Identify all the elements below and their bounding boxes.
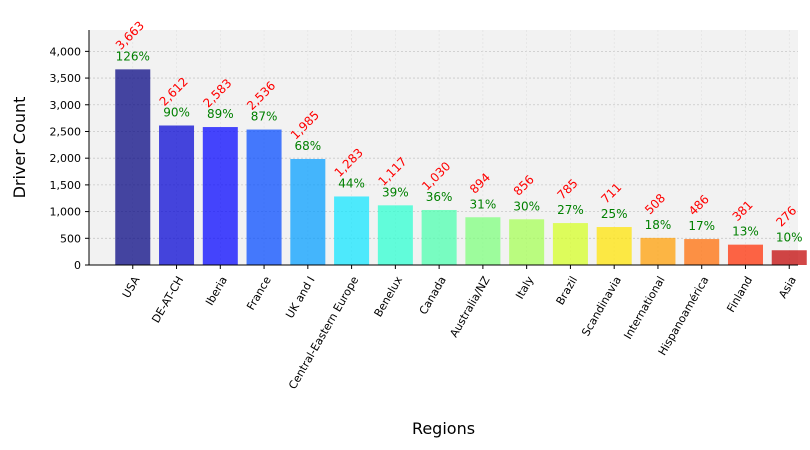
x-tick-label: Canada <box>417 274 449 317</box>
bars <box>115 69 807 266</box>
bar-9 <box>509 219 545 265</box>
percent-label-6: 39% <box>382 185 409 199</box>
y-tick-label: 0 <box>74 259 81 272</box>
axes <box>88 30 798 266</box>
x-tick-label: France <box>244 274 274 312</box>
bar-14 <box>727 244 763 265</box>
percent-label-3: 87% <box>251 110 278 124</box>
y-tick-label: 500 <box>60 232 81 245</box>
percent-label-5: 44% <box>338 176 365 190</box>
y-tick-label: 3,500 <box>50 72 82 85</box>
x-tick-label: Asia <box>776 274 799 300</box>
percent-label-7: 36% <box>426 190 453 204</box>
percent-label-4: 68% <box>294 139 321 153</box>
y-tick-label: 4,000 <box>50 45 82 58</box>
bar-4 <box>290 158 326 265</box>
y-tick-label: 1,000 <box>50 206 82 219</box>
percent-label-15: 10% <box>776 230 803 244</box>
bar-0 <box>115 69 151 265</box>
x-tick-label: International <box>621 274 667 341</box>
x-tick-label: Brazil <box>554 274 581 307</box>
x-tick-label: UK and I <box>283 274 317 321</box>
percent-label-12: 18% <box>645 218 672 232</box>
percent-label-9: 30% <box>513 199 540 213</box>
x-tick-label: Scandinavia <box>579 274 624 338</box>
x-tick-label: DE-AT-CH <box>149 274 186 325</box>
x-tick-label: Italy <box>513 274 536 302</box>
bar-10 <box>552 223 588 265</box>
percent-label-2: 89% <box>207 107 234 121</box>
y-tick-label: 1,500 <box>50 179 82 192</box>
x-tick-label: Finland <box>724 274 755 315</box>
x-tick-label: Australia/NZ <box>447 274 493 340</box>
bar-11 <box>596 227 632 265</box>
bar-5 <box>334 196 370 265</box>
y-tick-label: 3,000 <box>50 99 82 112</box>
bar-15 <box>771 250 807 265</box>
bar-2 <box>202 127 238 266</box>
percent-label-10: 27% <box>557 203 584 217</box>
y-tick-label: 2,000 <box>50 152 82 165</box>
percent-label-1: 90% <box>163 105 190 119</box>
percent-label-11: 25% <box>601 207 628 221</box>
bar-12 <box>640 237 676 265</box>
percent-label-14: 13% <box>732 225 759 239</box>
x-tick-label: Benelux <box>372 274 406 320</box>
x-tick-label: Iberia <box>203 274 230 308</box>
percent-label-8: 31% <box>470 197 497 211</box>
x-axis-ticks: USA DE-AT-CH Iberia France UK and ICentral-E… <box>120 265 799 391</box>
bar-6 <box>377 205 413 265</box>
bar-7 <box>421 209 457 265</box>
y-axis-title: Driver Count <box>10 97 29 199</box>
percent-label-0: 126% <box>116 49 150 63</box>
bar-13 <box>684 239 720 265</box>
y-axis-ticks: 0 500 1,000 1,500 2,000 2,500 3,000 3,500 4,000 <box>50 45 89 272</box>
x-tick-label: USA <box>120 274 143 301</box>
y-tick-label: 2,500 <box>50 125 82 138</box>
bar-1 <box>159 125 195 265</box>
bar-3 <box>246 129 282 265</box>
x-axis-title: Regions <box>412 419 475 438</box>
percent-label-13: 17% <box>688 219 715 233</box>
bar-8 <box>465 217 501 265</box>
